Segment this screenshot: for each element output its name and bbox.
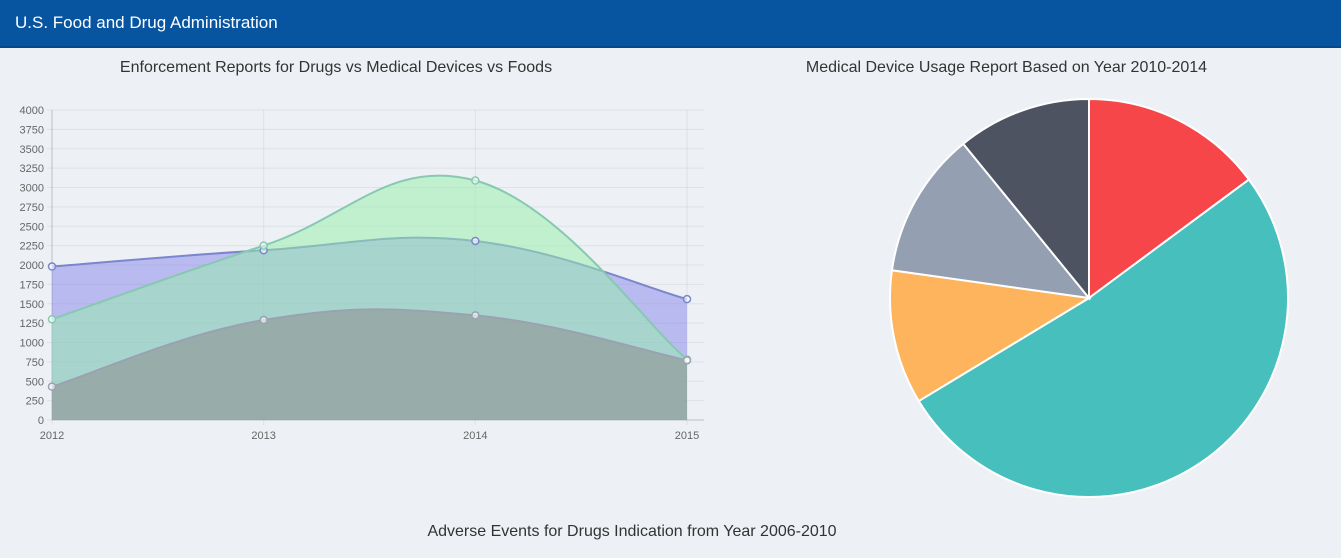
area-series-3-point [47,382,57,391]
adverse-events-chart-title: Adverse Events for Drugs Indication from… [427,523,837,540]
y-tick-label: 1000 [20,338,44,350]
y-tick-label: 1250 [20,318,44,330]
pie-slice-5 [961,97,1090,301]
pie-slice-4 [890,142,1092,300]
area-series-2-line [51,174,688,361]
x-tick-label: 2012 [40,430,64,442]
y-tick-label: 2000 [20,260,44,272]
area-series-3-point [682,356,692,365]
y-tick-label: 750 [26,357,44,369]
y-tick-label: 3500 [20,144,44,156]
area-chart-title: Enforcement Reports for Drugs vs Medical… [119,59,553,76]
area-series-2-point [47,315,57,324]
y-tick-label: 3750 [20,124,44,136]
area-series-3-fill [52,309,687,420]
area-series-1-point [471,236,480,246]
x-tick-label: 2014 [463,430,487,442]
pie-slice-2 [917,178,1289,498]
enforcement-area-chart: 0 250 500 750 1000 1250 1500 1750 2000 2250 2500 27… [20,105,704,442]
y-tick-label: 500 [26,376,44,388]
area-series-2-point [471,176,480,185]
area-series-1-point [682,294,692,304]
x-tick-label: 2015 [675,430,699,442]
y-tick-label: 2250 [20,241,44,253]
y-tick-label: 2750 [20,202,44,214]
area-series-3-line [51,308,688,388]
y-tick-label: 2500 [20,221,44,233]
area-series-3-point [471,311,480,320]
y-tick-label: 3250 [20,163,44,175]
pie-slice-1 [1088,97,1251,300]
pie-slice-3 [889,269,1092,403]
y-tick-label: 0 [38,415,44,427]
area-series-2-point [259,241,268,250]
y-tick-label: 4000 [20,105,44,117]
y-tick-label: 1500 [20,299,44,311]
y-tick-label: 250 [26,396,44,408]
area-series-3-point [259,315,268,325]
y-tick-label: 3000 [20,183,44,195]
x-tick-label: 2013 [251,430,275,442]
top-navbar: U.S. Food and Drug Administration [0,0,1341,48]
area-series-1-point [47,262,57,271]
y-tick-label: 1750 [20,279,44,291]
navbar-brand[interactable]: U.S. Food and Drug Administration [15,13,278,32]
pie-chart-title: Medical Device Usage Report Based on Yea… [805,59,1208,76]
device-usage-pie-chart [889,97,1289,498]
